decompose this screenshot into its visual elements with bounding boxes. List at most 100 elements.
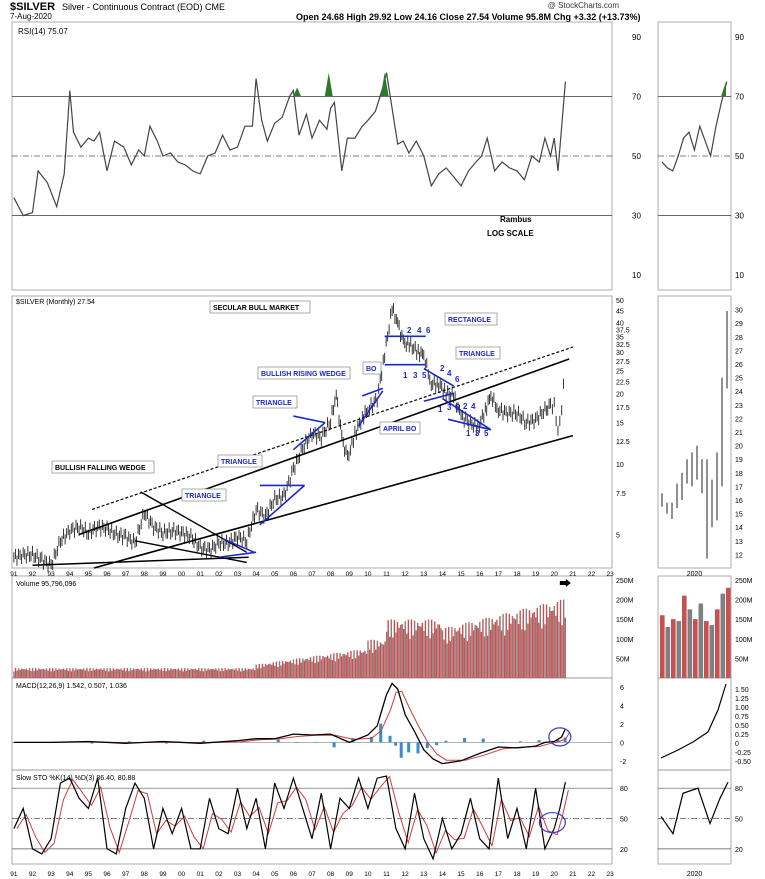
- volume-bar: [165, 671, 167, 678]
- volume-bar: [230, 669, 233, 678]
- volume-bar: [471, 622, 473, 678]
- inset-price-tick: 18: [735, 471, 743, 478]
- volume-bar: [87, 671, 90, 678]
- volume-bar: [395, 632, 397, 678]
- macd-inset-tick: -0.25: [735, 750, 751, 757]
- inset-price-tick: 28: [735, 335, 743, 342]
- volume-bar: [525, 608, 528, 678]
- volume-bar: [94, 670, 96, 678]
- volume-bar: [100, 668, 102, 678]
- volume-bar: [112, 668, 115, 678]
- x-axis-label: 16: [476, 571, 484, 578]
- volume-bar: [232, 668, 234, 678]
- volume-bar: [173, 668, 175, 678]
- inset-price-tick: 24: [735, 389, 743, 396]
- volume-bar: [432, 633, 434, 678]
- x-axis-label: 05: [271, 571, 279, 578]
- wave-label: 3: [413, 371, 418, 380]
- volume-bar: [429, 638, 431, 678]
- macd-histogram-bar: [369, 736, 373, 743]
- macd-histogram-bar: [394, 742, 398, 746]
- volume-bar: [142, 670, 144, 678]
- volume-bar: [219, 671, 222, 678]
- volume-bar: [196, 669, 198, 678]
- sto-inset-tick: 20: [735, 847, 743, 854]
- wave-label: 5: [455, 403, 460, 412]
- label-blue-triangle-2: TRIANGLE: [221, 459, 257, 466]
- x-axis-label: 06: [290, 571, 298, 578]
- sto-inset-tick: 50: [735, 817, 743, 824]
- volume-bar: [83, 668, 85, 678]
- volume-bar: [216, 670, 219, 678]
- volume-inset-bar: [693, 619, 698, 678]
- volume-bar: [294, 664, 296, 678]
- macd-legend: MACD(12,26,9) 1.542, 0.507, 1.036: [16, 683, 127, 690]
- x-axis-label: 23: [607, 571, 615, 578]
- label-falling-wedge-box: [51, 460, 155, 474]
- x-axis-label: 13: [420, 571, 428, 578]
- volume-bar: [134, 669, 136, 678]
- volume-bar: [56, 669, 59, 678]
- volume-bar: [233, 669, 236, 678]
- x-axis-label: 95: [85, 571, 93, 578]
- volume-bar: [454, 628, 456, 678]
- x-axis-label: 14: [439, 571, 447, 578]
- x-axis-label-bottom: 20: [551, 871, 559, 878]
- volume-bar: [547, 617, 549, 678]
- volume-bar: [291, 663, 293, 678]
- volume-bar: [320, 659, 323, 678]
- volume-bar: [488, 617, 490, 678]
- volume-bar: [457, 630, 459, 678]
- volume-bar: [365, 653, 368, 678]
- x-axis-label-bottom: 19: [532, 871, 540, 878]
- volume-bar: [368, 649, 371, 678]
- wave-label: 4: [447, 369, 452, 378]
- label-blue-rectangle-box: [444, 312, 498, 326]
- macd-inset-tick: 1.50: [735, 687, 749, 694]
- volume-legend: Volume 95,796,096: [16, 581, 76, 588]
- volume-bar: [159, 670, 161, 678]
- volume-bar: [86, 668, 88, 678]
- volume-bar: [182, 671, 184, 678]
- inset-price-tick: 23: [735, 403, 743, 410]
- volume-bar: [190, 668, 192, 678]
- x-axis-label-bottom: 99: [159, 871, 167, 878]
- macd-histogram-bar: [351, 737, 355, 743]
- volume-bar: [387, 620, 389, 678]
- price-tick-label: 37.5: [616, 327, 630, 334]
- volume-bar: [221, 668, 223, 678]
- volume-bar: [162, 670, 164, 678]
- sto-tick-label: 20: [620, 847, 628, 854]
- volume-bar: [285, 661, 287, 678]
- volume-bar: [131, 670, 133, 678]
- label-blue-triangle-1: TRIANGLE: [185, 493, 221, 500]
- volume-bar: [106, 668, 108, 678]
- volume-bar: [58, 668, 60, 678]
- volume-bar: [90, 670, 93, 678]
- volume-bar: [503, 635, 506, 678]
- volume-inset-tick: 100M: [735, 637, 753, 644]
- volume-bar: [193, 669, 195, 678]
- x-axis-label: 96: [103, 571, 111, 578]
- volume-bar: [545, 604, 548, 678]
- volume-bar: [559, 599, 562, 678]
- x-axis-label-bottom: 92: [29, 871, 37, 878]
- wave-label: 6: [455, 375, 460, 384]
- volume-bar: [229, 669, 231, 678]
- x-axis-label-bottom: 91: [10, 871, 18, 878]
- price-tick-label: 15: [616, 421, 624, 428]
- sto-highlight-circle: [538, 811, 566, 834]
- volume-bar: [305, 659, 307, 678]
- label-blue-bo: BO: [366, 366, 377, 373]
- rsi-inset-tick-label: 10: [735, 271, 744, 280]
- volume-bar: [434, 621, 436, 678]
- volume-inset-bar: [687, 609, 693, 678]
- inset-price-tick: 22: [735, 416, 743, 423]
- volume-bar: [398, 627, 400, 678]
- volume-bar: [73, 670, 76, 678]
- price-tick-label: 10: [616, 462, 624, 469]
- volume-bar: [378, 646, 380, 678]
- volume-bar: [47, 670, 49, 678]
- wedge-line-lower: [134, 540, 247, 564]
